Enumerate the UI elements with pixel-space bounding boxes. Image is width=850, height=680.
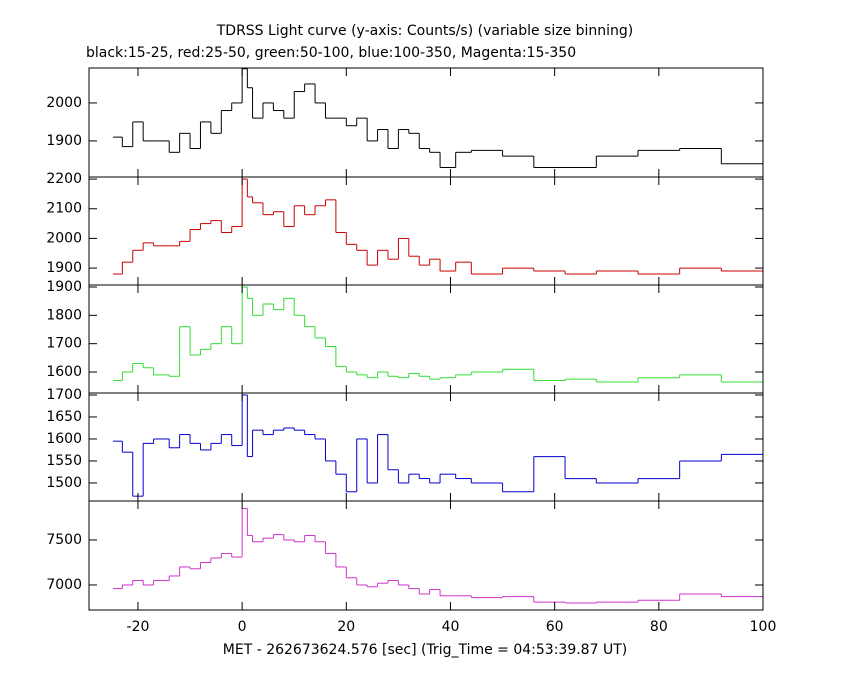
y-tick-label: 1900 bbox=[46, 133, 82, 149]
y-tick-label: 2000 bbox=[46, 95, 82, 111]
x-tick-label: 60 bbox=[546, 619, 564, 635]
x-tick-label: 100 bbox=[750, 619, 777, 635]
y-tick-label: 7000 bbox=[46, 577, 82, 593]
x-tick-label: -20 bbox=[127, 619, 150, 635]
y-tick-label: 1600 bbox=[46, 431, 82, 447]
y-tick-label: 1500 bbox=[46, 475, 82, 491]
panel-frame bbox=[88, 67, 764, 178]
chart-subtitle: black:15-25, red:25-50, green:50-100, bl… bbox=[86, 45, 576, 61]
y-tick-label: 1800 bbox=[46, 307, 82, 323]
y-tick-label: 1700 bbox=[46, 387, 82, 403]
y-tick-label: 2100 bbox=[46, 201, 82, 217]
panel-frame bbox=[88, 392, 764, 502]
x-tick-label: 0 bbox=[238, 619, 247, 635]
x-axis-label: MET - 262673624.576 [sec] (Trig_Time = 0… bbox=[223, 642, 627, 658]
y-tick-label: 1600 bbox=[46, 364, 82, 380]
panel-frame bbox=[88, 500, 764, 611]
x-tick-label: 20 bbox=[337, 619, 355, 635]
y-tick-label: 1650 bbox=[46, 409, 82, 425]
x-tick-label: 80 bbox=[650, 619, 668, 635]
y-tick-label: 2200 bbox=[46, 171, 82, 187]
chart-title: TDRSS Light curve (y-axis: Counts/s) (va… bbox=[216, 23, 634, 39]
y-tick-label: 1900 bbox=[46, 279, 82, 295]
y-tick-label: 1550 bbox=[46, 453, 82, 469]
y-tick-label: 7500 bbox=[46, 532, 82, 548]
y-tick-label: 1900 bbox=[46, 260, 82, 276]
y-tick-label: 1700 bbox=[46, 336, 82, 352]
x-tick-label: 40 bbox=[442, 619, 460, 635]
y-tick-label: 2000 bbox=[46, 230, 82, 246]
